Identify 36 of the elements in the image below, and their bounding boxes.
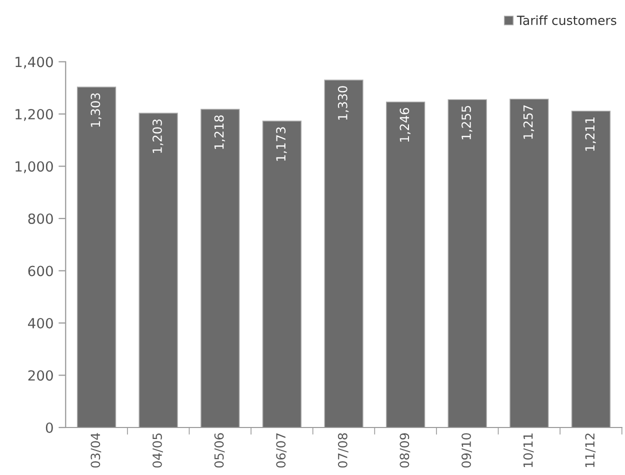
x-tick-label: 07/08	[338, 433, 348, 468]
bar	[200, 108, 240, 428]
x-tick-label: 10/11	[523, 434, 534, 468]
text: 1,246	[400, 108, 410, 142]
x-tick-label: 09/10	[462, 433, 472, 468]
text: 1,203	[152, 119, 164, 153]
text: 1,303	[90, 93, 102, 127]
y-tick-label: 800	[28, 213, 53, 224]
x-tick-label: 08/09	[400, 433, 410, 468]
text: 1,255	[462, 106, 472, 140]
text: 1,257	[523, 105, 534, 139]
y-tick-label: 0	[46, 422, 53, 433]
bar	[76, 86, 116, 428]
legend-label: Tariff customers	[516, 15, 616, 26]
text: 1,173	[276, 127, 287, 161]
x-tick-label: 04/05	[152, 433, 163, 468]
y-tick-label: 400	[28, 318, 53, 328]
y-tick-label: 600	[28, 266, 53, 276]
x-tick-label: 06/07	[276, 433, 287, 468]
bar	[324, 80, 364, 428]
y-tick-label: 1,000	[16, 161, 53, 174]
bar	[138, 112, 178, 428]
text: 1,330	[338, 86, 349, 120]
y-tick-label: 1,400	[16, 56, 53, 69]
bar	[571, 110, 611, 428]
x-tick-label: 11/12	[585, 434, 596, 468]
text: 1,211	[585, 118, 596, 151]
x-tick-label: 05/06	[214, 433, 225, 468]
y-tick-label: 200	[28, 370, 53, 381]
y-tick-label: 1,200	[16, 108, 53, 121]
bar	[510, 98, 549, 428]
bar	[262, 120, 302, 428]
text: 1,218	[214, 115, 226, 149]
x-tick-label: 03/04	[90, 433, 102, 468]
bar	[448, 99, 487, 428]
bar	[386, 102, 426, 428]
